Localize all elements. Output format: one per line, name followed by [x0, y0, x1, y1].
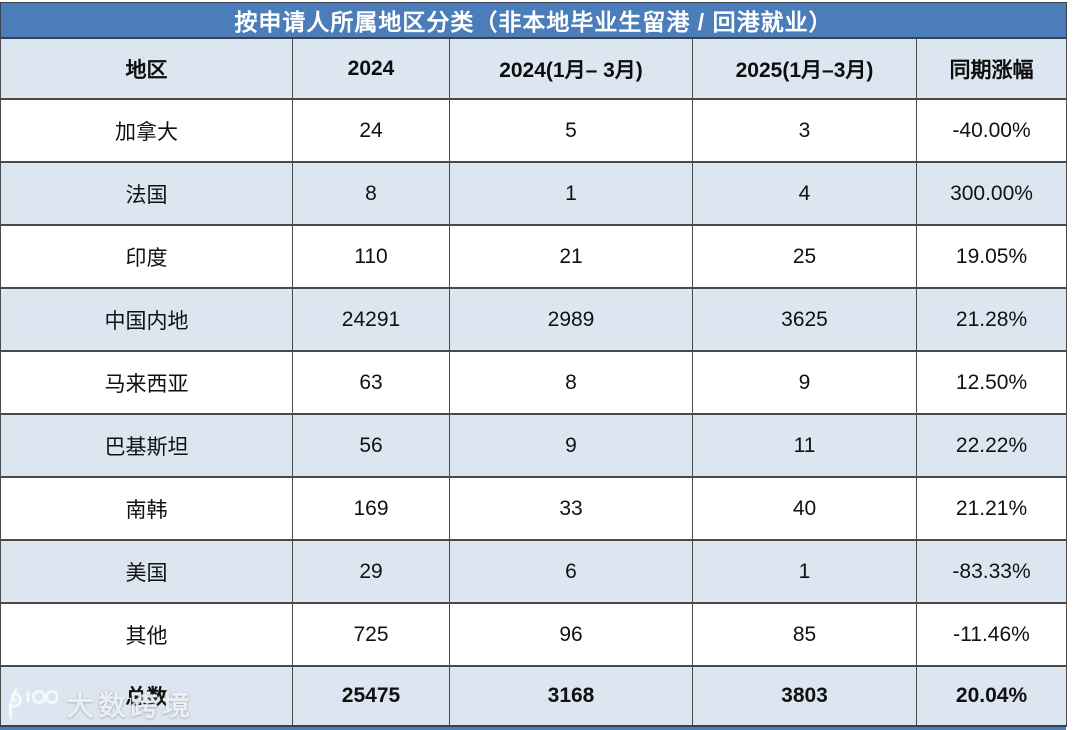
value-cell: 3625: [692, 287, 917, 352]
yoy-cell: 21.21%: [915, 476, 1068, 541]
region-cell: 其他: [0, 602, 293, 667]
value-cell: 25: [692, 224, 917, 289]
column-header-2025-q1: 2025(1月–3月): [692, 37, 917, 100]
value-cell: 9: [692, 350, 917, 415]
value-cell: 110: [292, 224, 450, 289]
total-label-cell: 总数: [0, 665, 293, 727]
table-row-pakistan: 巴基斯坦 56 9 11 22.22%: [0, 413, 1068, 478]
region-cell: 美国: [0, 539, 293, 604]
yoy-cell: 22.22%: [915, 413, 1068, 478]
region-cell: 南韩: [0, 476, 293, 541]
bottom-accent-strip: [0, 727, 1066, 730]
total-value-cell: 25475: [292, 665, 450, 727]
value-cell: 21: [449, 224, 693, 289]
table-row-total: 总数 25475 3168 3803 20.04%: [0, 665, 1068, 727]
table-row-india: 印度 110 21 25 19.05%: [0, 224, 1068, 289]
value-cell: 1: [449, 161, 693, 226]
value-cell: 9: [449, 413, 693, 478]
value-cell: 2989: [449, 287, 693, 352]
value-cell: 8: [292, 161, 450, 226]
column-header-region: 地区: [0, 37, 293, 100]
value-cell: 1: [692, 539, 917, 604]
yoy-cell: 300.00%: [915, 161, 1068, 226]
table-row-usa: 美国 29 6 1 -83.33%: [0, 539, 1068, 604]
value-cell: 6: [449, 539, 693, 604]
column-header-yoy: 同期涨幅: [915, 37, 1068, 100]
value-cell: 40: [692, 476, 917, 541]
value-cell: 56: [292, 413, 450, 478]
table-row-canada: 加拿大 24 5 3 -40.00%: [0, 98, 1068, 163]
table-row-malaysia: 马来西亚 63 8 9 12.50%: [0, 350, 1068, 415]
value-cell: 24: [292, 98, 450, 163]
value-cell: 11: [692, 413, 917, 478]
table-title: 按申请人所属地区分类（非本地毕业生留港 / 回港就业）: [0, 2, 1068, 39]
value-cell: 3: [692, 98, 917, 163]
value-cell: 85: [692, 602, 917, 667]
region-cell: 巴基斯坦: [0, 413, 293, 478]
column-header-2024-q1: 2024(1月– 3月): [449, 37, 693, 100]
value-cell: 24291: [292, 287, 450, 352]
value-cell: 725: [292, 602, 450, 667]
region-cell: 印度: [0, 224, 293, 289]
value-cell: 29: [292, 539, 450, 604]
yoy-cell: -83.33%: [915, 539, 1068, 604]
total-value-cell: 3168: [449, 665, 693, 727]
table-row-france: 法国 8 1 4 300.00%: [0, 161, 1068, 226]
yoy-cell: 21.28%: [915, 287, 1068, 352]
yoy-cell: 19.05%: [915, 224, 1068, 289]
table-title-bar: 按申请人所属地区分类（非本地毕业生留港 / 回港就业）: [0, 2, 1068, 39]
value-cell: 96: [449, 602, 693, 667]
table-row-other: 其他 725 96 85 -11.46%: [0, 602, 1068, 667]
total-yoy-cell: 20.04%: [915, 665, 1068, 727]
yoy-cell: -11.46%: [915, 602, 1068, 667]
region-cell: 加拿大: [0, 98, 293, 163]
table-row-mainland-china: 中国内地 24291 2989 3625 21.28%: [0, 287, 1068, 352]
column-header-2024: 2024: [292, 37, 450, 100]
region-cell: 中国内地: [0, 287, 293, 352]
value-cell: 63: [292, 350, 450, 415]
value-cell: 8: [449, 350, 693, 415]
value-cell: 4: [692, 161, 917, 226]
value-cell: 5: [449, 98, 693, 163]
table-header-row: 地区 2024 2024(1月– 3月) 2025(1月–3月) 同期涨幅: [0, 37, 1068, 100]
yoy-cell: -40.00%: [915, 98, 1068, 163]
yoy-cell: 12.50%: [915, 350, 1068, 415]
region-cell: 马来西亚: [0, 350, 293, 415]
value-cell: 33: [449, 476, 693, 541]
value-cell: 169: [292, 476, 450, 541]
table-row-south-korea: 南韩 169 33 40 21.21%: [0, 476, 1068, 541]
region-cell: 法国: [0, 161, 293, 226]
total-value-cell: 3803: [692, 665, 917, 727]
